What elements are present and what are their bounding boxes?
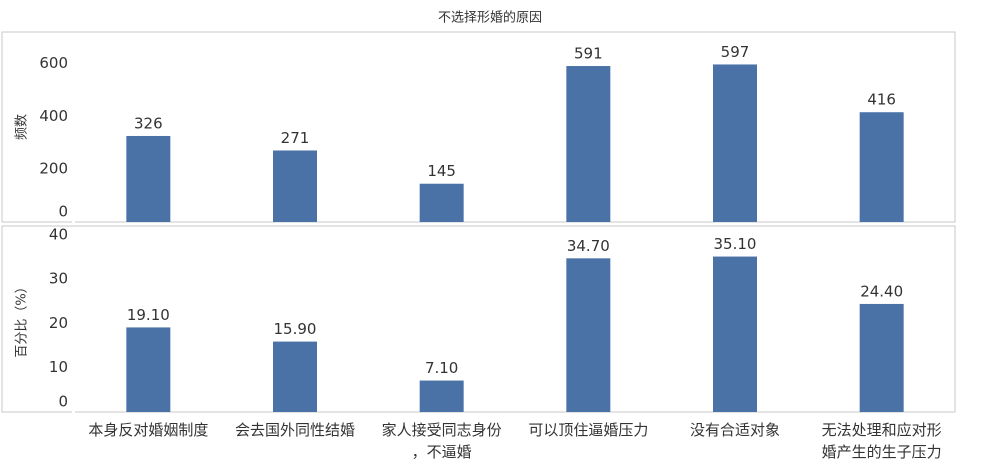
value-label: 145 <box>427 162 456 180</box>
y-axis-label: 百分比（%） <box>15 280 30 357</box>
y-tick-label: 0 <box>58 393 68 411</box>
bar <box>273 150 317 222</box>
y-tick-label: 200 <box>39 160 68 178</box>
x-tick-label: 可以顶住逼婚压力 <box>528 421 648 439</box>
x-tick-label: 本身反对婚姻制度 <box>88 421 208 439</box>
x-tick-label: 无法处理和应对形婚产生的生子压力 <box>822 421 942 461</box>
y-tick-label: 0 <box>58 203 68 221</box>
bar <box>419 183 464 222</box>
bar <box>566 66 611 223</box>
bar <box>566 258 611 412</box>
value-label: 35.10 <box>714 235 757 253</box>
bar <box>859 112 904 222</box>
x-tick-label: 会去国外同性结婚 <box>235 421 355 439</box>
panel-frame <box>1 31 956 223</box>
value-label: 15.90 <box>274 320 317 338</box>
bar <box>419 380 464 412</box>
x-tick-label-line: 没有合适对象 <box>690 421 780 439</box>
y-tick-label: 400 <box>39 107 68 125</box>
value-label: 19.10 <box>127 306 170 324</box>
chart-title: 不选择形婚的原因 <box>438 10 542 26</box>
value-label: 416 <box>867 91 896 109</box>
y-tick-label: 20 <box>49 314 68 332</box>
x-tick-label-line: 婚产生的生子压力 <box>822 443 942 461</box>
x-tick-label-line: 本身反对婚姻制度 <box>88 421 208 439</box>
bar <box>126 327 171 412</box>
y-tick-label: 40 <box>49 225 68 243</box>
value-label: 591 <box>574 45 603 63</box>
x-tick-label: 没有合适对象 <box>690 421 780 439</box>
y-axis-label: 频数 <box>15 114 30 140</box>
value-label: 326 <box>134 114 163 132</box>
value-label: 34.70 <box>567 237 610 255</box>
y-tick-label: 600 <box>39 54 68 72</box>
x-tick-label-line: ，不逼婚 <box>412 443 472 461</box>
bar <box>713 256 757 412</box>
y-tick-label: 30 <box>49 270 68 288</box>
value-label: 597 <box>721 43 750 61</box>
x-tick-label-line: 无法处理和应对形 <box>822 421 942 439</box>
bar <box>126 135 171 222</box>
panel-frame <box>1 225 956 413</box>
value-label: 7.10 <box>425 359 458 377</box>
x-tick-label-line: 可以顶住逼婚压力 <box>528 421 648 439</box>
y-tick-label: 10 <box>49 358 68 376</box>
value-label: 271 <box>281 129 310 147</box>
x-tick-label-line: 会去国外同性结婚 <box>235 421 355 439</box>
x-tick-label-line: 家人接受同志身份 <box>382 421 502 439</box>
x-tick-label: 家人接受同志身份 ，不逼婚 <box>382 421 502 461</box>
bar <box>859 303 904 412</box>
value-label: 24.40 <box>860 282 903 300</box>
bar <box>273 341 317 412</box>
bar <box>713 64 757 222</box>
